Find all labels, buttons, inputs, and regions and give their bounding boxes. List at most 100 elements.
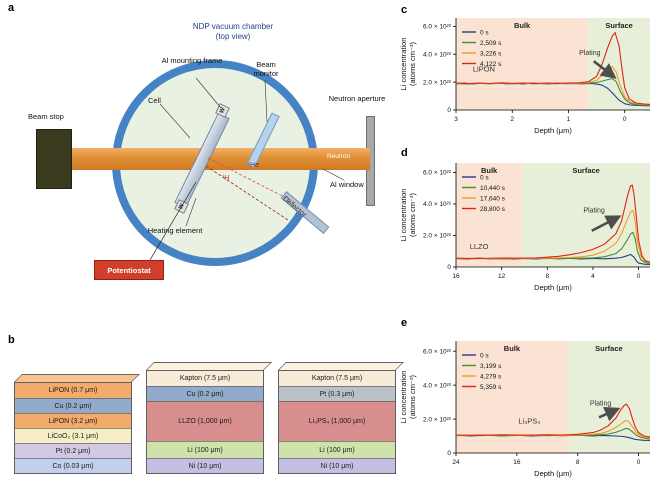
panel-b-label: b xyxy=(8,334,15,346)
tick: 16 xyxy=(513,459,521,466)
tick: 2 xyxy=(510,116,514,123)
tick: 0 s xyxy=(480,352,489,359)
triton-3h-label: ³H xyxy=(222,175,230,182)
tick: 4,122 s xyxy=(480,61,502,68)
tick: 4.0 × 10²² xyxy=(423,382,452,389)
neutron-aperture-label: Neutron aperture xyxy=(328,94,386,103)
tick: 5,359 s xyxy=(480,384,502,391)
stack-layer: Li (100 μm) xyxy=(279,441,395,458)
tick: 8 xyxy=(545,273,549,280)
tick: 0 xyxy=(637,459,641,466)
stack-layer: Co (0.03 μm) xyxy=(15,458,131,473)
chart-panel-c: Bulk Surface 0 2.0 × 10²² 4.0 × 10²² 6.0 × 10… xyxy=(398,0,671,151)
stack-layer: Pt (0.3 μm) xyxy=(279,386,395,401)
al-window-label: Al window xyxy=(330,180,364,189)
neutron-label: Neutron xyxy=(327,153,351,160)
helium-4he-label: ⁴He xyxy=(247,162,259,169)
region-label: Surface xyxy=(605,21,633,30)
tick: 2.0 × 10²² xyxy=(423,233,452,240)
stack-layer: LiPON (0.7 μm) xyxy=(15,383,131,398)
tick: 6.0 × 10²² xyxy=(423,348,452,355)
series-line xyxy=(455,32,651,105)
stack-layer: Li (100 μm) xyxy=(147,441,263,458)
region-label: Surface xyxy=(572,166,600,175)
layer-stack-llzo: Kapton (7.5 μm) Cu (0.2 μm) LLZO (1,000 μm… xyxy=(146,362,272,474)
tick: 17,640 s xyxy=(480,195,506,202)
tick: 10,440 s xyxy=(480,185,506,192)
tick: 1 xyxy=(567,116,571,123)
axis-label: (atoms cm⁻³) xyxy=(408,42,417,86)
stack-layer: Ni (10 μm) xyxy=(147,458,263,473)
axis-label: Depth (μm) xyxy=(534,469,572,478)
panel-letter-svg: d xyxy=(401,147,408,159)
region-label: Surface xyxy=(595,344,623,353)
tick: 4 xyxy=(591,273,595,280)
stack-top-face xyxy=(146,362,272,370)
stack-layer: LLZO (1,000 μm) xyxy=(147,401,263,441)
tick: 24 xyxy=(452,459,460,466)
tick: 12 xyxy=(498,273,506,280)
region-label: Bulk xyxy=(514,21,531,30)
region-label: Bulk xyxy=(504,344,521,353)
bulk-region xyxy=(456,163,523,267)
tick: 0 xyxy=(637,273,641,280)
tick: 2.0 × 10²² xyxy=(423,79,452,86)
cell-label: Cell xyxy=(148,96,161,105)
plating-label: Plating xyxy=(583,208,605,215)
layer-stack-li3ps4: Kapton (7.5 μm) Pt (0.3 μm) Li₃PS₄ (1,000 … xyxy=(278,362,404,474)
panel-letter-svg: c xyxy=(401,4,407,16)
chamber-title-line2: (top view) xyxy=(215,32,251,41)
tick: 0 xyxy=(447,264,451,271)
tick: 3,226 s xyxy=(480,50,502,57)
plating-arrow xyxy=(591,215,622,232)
axis-label: Li concentration xyxy=(399,189,408,242)
tick: 2,509 s xyxy=(480,40,502,47)
tick: 4.0 × 10²² xyxy=(423,201,452,208)
tick: 8 xyxy=(576,459,580,466)
al-mounting-frame-label: Al mounting frame xyxy=(161,56,223,65)
stack-layer: LiCoO₂ (3.1 μm) xyxy=(15,428,131,443)
chart-panel-e: Bulk Surface 0 2.0 × 10²² 4.0 × 10²² 6.0 × 10… xyxy=(398,313,671,503)
tick: 4.0 × 10²² xyxy=(423,51,452,58)
panel-letter-svg: e xyxy=(401,317,407,329)
stack-body: Kapton (7.5 μm) Pt (0.3 μm) Li₃PS₄ (1,000 … xyxy=(278,370,396,474)
stack-body: Kapton (7.5 μm) Cu (0.2 μm) LLZO (1,000 μm… xyxy=(146,370,264,474)
stack-layer: LiPON (3.2 μm) xyxy=(15,413,131,428)
tick: 0 xyxy=(623,116,627,123)
beam-stop-label: Beam stop xyxy=(28,112,64,121)
tick: 6.0 × 10²² xyxy=(423,170,452,177)
tick: 0 s xyxy=(480,174,489,181)
tick: 2.0 × 10²² xyxy=(423,416,452,423)
stack-layer: Li₃PS₄ (1,000 μm) xyxy=(279,401,395,441)
stack-top-face xyxy=(278,362,404,370)
axis-label: Depth (μm) xyxy=(534,283,572,292)
tick: 6.0 × 10²² xyxy=(423,24,452,31)
beam-monitor-label: Beam monitor xyxy=(253,60,279,78)
tick: 4,279 s xyxy=(480,373,502,380)
beam-stop-block xyxy=(36,129,72,189)
tick: 0 s xyxy=(480,29,489,36)
chart-svg: Bulk Surface 0 2.0 × 10²² 4.0 × 10²² 6.0 × 10… xyxy=(399,147,651,292)
chart-svg: Bulk Surface 0 2.0 × 10²² 4.0 × 10²² 6.0 × 10… xyxy=(399,4,651,135)
axis-label: Li concentration xyxy=(399,38,408,91)
material-label: Li₃PS₄ xyxy=(518,416,540,425)
stack-top-face xyxy=(14,374,140,382)
region-label: Bulk xyxy=(481,166,498,175)
plating-label: Plating xyxy=(590,400,612,407)
series-line xyxy=(455,184,651,263)
chart-svg: Bulk Surface 0 2.0 × 10²² 4.0 × 10²² 6.0 × 10… xyxy=(399,317,651,478)
material-label: LLZO xyxy=(470,242,489,251)
potentiostat-box: Potentiostat xyxy=(94,260,164,280)
tick: 0 xyxy=(447,107,451,114)
stack-layer: Kapton (7.5 μm) xyxy=(147,371,263,386)
panel-a-label: a xyxy=(8,2,15,14)
axis-label: (atoms cm⁻³) xyxy=(408,375,417,419)
chamber-title-line1: NDP vacuum chamber xyxy=(192,22,274,31)
tick: 16 xyxy=(452,273,460,280)
chart-panel-d: Bulk Surface 0 2.0 × 10²² 4.0 × 10²² 6.0 × 10… xyxy=(398,143,671,318)
plating-label: Plating xyxy=(579,50,601,57)
material-label: LiPON xyxy=(473,65,495,74)
layer-stack-lipon: LiPON (0.7 μm) Cu (0.2 μm) LiPON (3.2 μm) L… xyxy=(14,374,140,474)
axis-label: Li concentration xyxy=(399,371,408,424)
tick: 28,800 s xyxy=(480,206,506,213)
